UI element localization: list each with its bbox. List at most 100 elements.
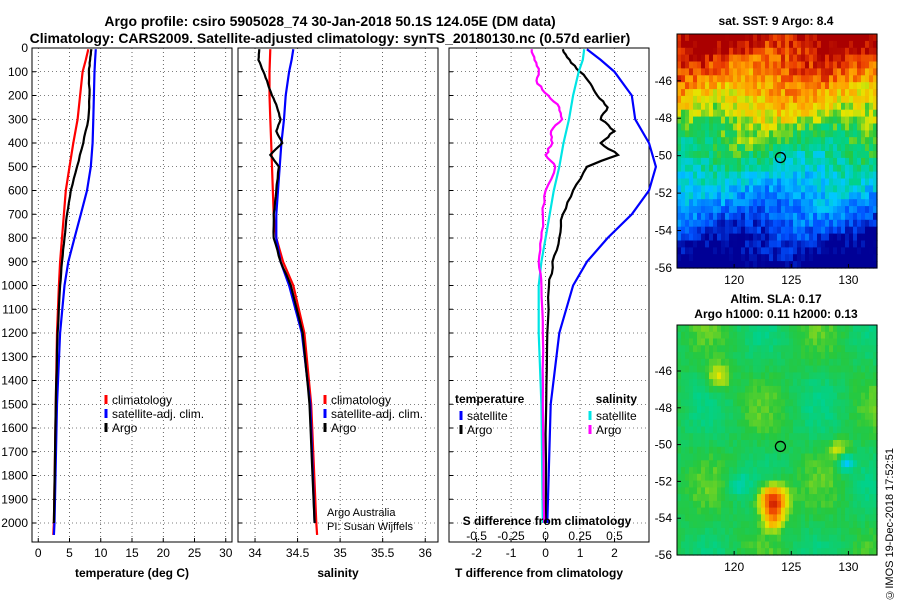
map-cell [781,178,786,186]
map-cell [817,338,822,346]
map-cell [777,226,782,235]
figure-title-line1: Argo profile: csiro 5905028_74 30-Jan-20… [104,13,556,29]
map-cell [741,338,746,346]
map-cell [821,185,826,193]
map-cell [821,233,826,242]
map-cell [741,372,746,380]
map-cell [685,440,690,448]
map-cell [865,75,870,83]
map-cell [681,419,686,428]
map-cell [869,487,874,495]
map-cell [825,185,830,193]
map-cell [793,206,798,214]
map-cell [805,75,810,83]
map-cell [821,240,826,248]
map-cell [701,47,706,56]
map-cell [845,541,850,549]
map-cell [737,151,742,159]
map-cell [813,527,818,536]
map-cell [825,338,830,346]
map-cell [829,453,834,461]
map-cell [825,240,830,248]
map-cell [833,534,838,543]
map-cell [777,82,782,90]
map-cell [721,219,726,228]
map-cell [765,95,770,104]
map-cell [841,61,846,69]
map-cell [833,379,838,387]
map-cell [813,192,818,200]
map-cell [825,352,830,360]
map-cell [793,47,798,56]
map-cell [841,240,846,248]
map-cell [681,406,686,414]
map-cell [817,130,822,138]
map-cell [773,541,778,549]
map-cell [841,102,846,111]
map-cell [785,460,790,468]
map-cell [733,419,738,428]
map-cell [873,338,878,346]
map-cell [861,365,866,373]
map-cell [681,137,686,145]
map-cell [685,446,690,455]
map-cell [745,206,750,214]
map-cell [749,527,754,536]
legend-label: satellite [467,409,508,423]
map-cell [801,157,806,166]
map-cell [869,527,874,536]
map-cell [693,61,698,69]
map-cell [873,406,878,414]
map-cell [737,219,742,228]
y-tick-label: 1400 [1,374,28,388]
map-cell [717,541,722,549]
map-cell [805,68,810,76]
map-cell [793,171,798,180]
map-cell [737,233,742,242]
map-cell [789,157,794,166]
map-cell [833,325,838,333]
map-cell [801,254,806,262]
map-cell [757,345,762,353]
map-cell [865,219,870,228]
map-cell [801,137,806,145]
map-cell [813,548,818,556]
map-cell [845,240,850,248]
map-cell [677,144,682,152]
map-cell [853,325,858,333]
map-cell [861,240,866,248]
map-cell [837,385,842,394]
map-cell [809,331,814,340]
map-cell [713,247,718,255]
map-cell [769,521,774,529]
map-cell [797,240,802,248]
map-cell [805,151,810,159]
map-cell [861,151,866,159]
map-cell [781,325,786,333]
map-cell [745,365,750,373]
map-cell [873,82,878,90]
map-cell [801,130,806,138]
map-cell [725,47,730,56]
map-cell [869,453,874,461]
map-cell [737,226,742,235]
map-cell [817,514,822,522]
map-cell [745,123,750,131]
map-cell [869,102,874,111]
map-cell [705,331,710,340]
map-cell [709,130,714,138]
map-cell [829,399,834,407]
map-cell [853,130,858,138]
map-cell [681,171,686,180]
map-cell [757,338,762,346]
map-cell [677,206,682,214]
map-cell [717,199,722,207]
map-cell [833,541,838,549]
map-cell [689,453,694,461]
map-cell [785,82,790,90]
map-cell [769,130,774,138]
map-cell [681,446,686,455]
map-cell [701,399,706,407]
legend-label: satellite-adj. clim. [112,407,204,421]
map-cell [733,480,738,488]
